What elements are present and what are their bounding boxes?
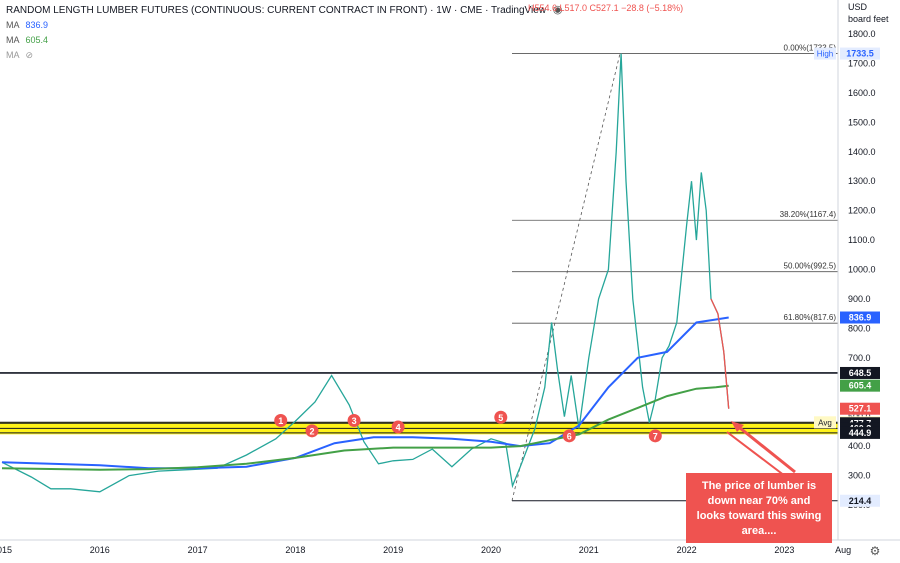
price-tag-value: 605.4	[849, 381, 872, 391]
y-tick-label: 300.0	[848, 471, 871, 481]
price-tag-bg	[840, 494, 880, 507]
price-tag-value: 648.5	[849, 368, 872, 378]
ma-legend-1[interactable]: MA 836.9	[6, 20, 48, 30]
x-tick-label: 2023	[774, 545, 794, 555]
y-tick-label: 700.0	[848, 353, 871, 363]
swing-marker-label: 1	[278, 416, 283, 426]
price-tag-value: 836.9	[849, 313, 872, 323]
price-tag-bg	[840, 379, 880, 392]
swing-marker-label: 4	[396, 422, 401, 432]
price-series-decline	[710, 298, 730, 409]
gear-icon: ⚙	[870, 544, 881, 558]
price-tag-label: Avg	[818, 418, 832, 427]
annotation-text: The price of lumber is down near 70% and l…	[697, 480, 822, 537]
y-tick-label: 900.0	[848, 294, 871, 304]
chart-title-text: RANDOM LENGTH LUMBER FUTURES (CONTINUOUS…	[6, 5, 547, 16]
ma-legend-2[interactable]: MA 605.4	[6, 35, 48, 45]
price-tag-bg	[840, 311, 880, 324]
annotation-arrow	[726, 431, 786, 477]
swing-marker	[562, 429, 576, 443]
x-tick-label: Aug	[835, 545, 851, 555]
price-tag-value: 1733.5	[846, 49, 874, 59]
price-tag-bg	[840, 402, 880, 415]
x-tick-label: 2021	[579, 545, 599, 555]
x-tick-label: 2019	[383, 545, 403, 555]
eye-icon[interactable]: ◉	[552, 4, 563, 16]
price-tag-value: 214.4	[849, 496, 872, 506]
price-series	[1, 53, 730, 493]
price-tag-label-bg	[814, 47, 836, 60]
swing-marker	[305, 424, 319, 438]
ma-series	[1, 316, 729, 470]
ohlc-readout: H554.6 L517.0 C527.1 −28.8 (−5.18%)	[528, 3, 684, 13]
y-tick-label: 1600.0	[848, 88, 876, 98]
y-tick-label: 800.0	[848, 323, 871, 333]
price-tag-value: 527.1	[849, 404, 872, 414]
ma-legend-value: 605.4	[25, 35, 49, 45]
y-tick-label: 1300.0	[848, 176, 876, 186]
ma-legend-value: 836.9	[25, 20, 49, 30]
fib-label: 0.00%(1733.5)	[784, 44, 837, 53]
y-tick-label: 1000.0	[848, 265, 876, 275]
y-tick-label: 1200.0	[848, 206, 876, 216]
swing-marker-label: 2	[310, 426, 315, 436]
ma-legend-3[interactable]: MA ⊘	[6, 50, 33, 61]
price-tag-bg	[840, 47, 880, 60]
y-tick-label: 1100.0	[848, 235, 875, 245]
price-tag-bg	[840, 426, 880, 439]
ma-legend-label: MA	[6, 35, 20, 45]
x-tick-label: 2022	[677, 545, 697, 555]
ma-legend-label: MA	[6, 20, 20, 30]
y-tick-label: 1800.0	[848, 29, 876, 39]
annotation-box	[686, 473, 832, 543]
y-tick-label: 400.0	[848, 441, 871, 451]
eye-hidden-icon[interactable]: ⊘	[25, 50, 34, 60]
y-tick-label: 1400.0	[848, 147, 876, 157]
swing-marker-label: 5	[498, 413, 503, 423]
swing-marker	[494, 410, 508, 424]
annotation-arrow	[734, 422, 796, 474]
ma-series	[1, 384, 729, 471]
x-tick-label: 2018	[285, 545, 305, 555]
swing-marker-label: 7	[653, 431, 658, 441]
y-tick-label: 1700.0	[848, 58, 876, 68]
swing-marker	[347, 414, 361, 428]
ma-legend-label: MA	[6, 50, 20, 60]
fib-label: 61.80%(817.6)	[784, 313, 837, 322]
swing-marker-label: 3	[352, 416, 357, 426]
price-tag-value: 444.9	[849, 428, 872, 438]
fib-label: 50.00%(992.5)	[784, 262, 837, 271]
fib-label: 38.20%(1167.4)	[780, 210, 837, 219]
price-tag-label-bg	[814, 416, 836, 429]
annotation-arrowhead	[731, 421, 744, 432]
axis-currency: USD	[848, 2, 868, 12]
x-tick-label: 2017	[188, 545, 208, 555]
price-tag-label: High	[817, 50, 833, 59]
x-tick-label: 2015	[0, 545, 12, 555]
swing-marker	[274, 414, 288, 428]
axis-unit: board feet	[848, 14, 889, 24]
x-tick-label: 2016	[90, 545, 110, 555]
price-tag-bg	[840, 366, 880, 379]
fib-trend-line	[511, 53, 621, 501]
swing-marker	[391, 420, 405, 434]
x-tick-label: 2020	[481, 545, 501, 555]
chart-title: RANDOM LENGTH LUMBER FUTURES (CONTINUOUS…	[6, 3, 562, 16]
y-tick-label: 1500.0	[848, 117, 876, 127]
swing-marker-label: 6	[567, 431, 572, 441]
swing-marker	[648, 429, 662, 443]
